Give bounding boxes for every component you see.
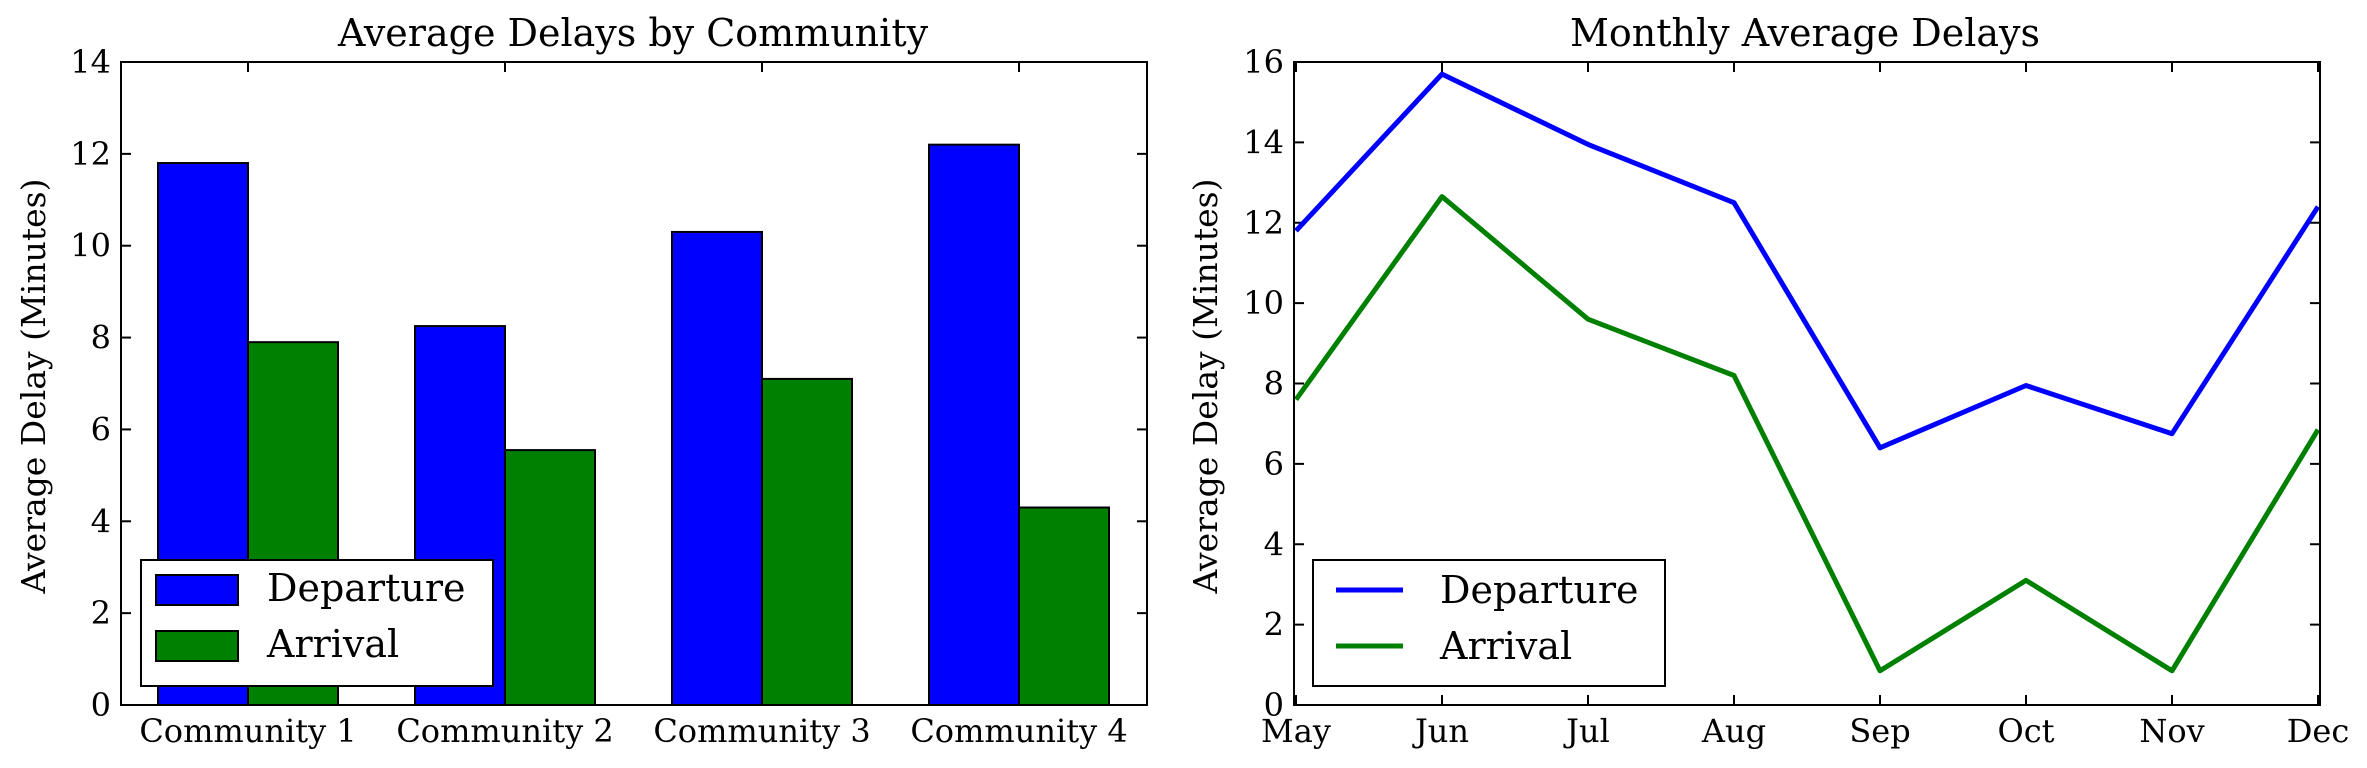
line-chart-frame (1293, 61, 2321, 706)
line-chart-xtick-label: May (1261, 712, 1331, 750)
line-chart-ytick-label: 16 (1243, 43, 1284, 81)
line-arrival (1293, 194, 2321, 674)
bar-departure-4 (928, 143, 1020, 706)
line-chart: Monthly Average Delays Average Delay (Mi… (1186, 11, 2349, 750)
line-chart-xtick-label: Jun (1412, 712, 1469, 750)
line-chart-legend-box (1312, 559, 1666, 687)
bar-chart-xtick-label: Community 4 (910, 712, 1127, 750)
line-chart-legend: Departure Arrival (1312, 559, 1666, 687)
bar-departure-3 (671, 230, 763, 707)
line-chart-legend-label-arrival: Arrival (1439, 624, 1572, 668)
line-chart-ytick-label: 0 (1264, 686, 1284, 724)
line-chart-ytick-label: 10 (1243, 284, 1284, 322)
line-chart-ytick-label: 4 (1264, 525, 1284, 563)
bar-chart-ytick-label: 10 (70, 227, 111, 265)
bar-chart-legend-swatch-arrival (155, 630, 239, 662)
line-chart-ytick-label: 8 (1264, 365, 1284, 403)
line-chart-xtick-label: Nov (2139, 712, 2204, 750)
bar-arrival-3 (761, 377, 853, 706)
line-chart-xtick-label: Sep (1849, 712, 1910, 750)
bar-chart-ylabel: Average Delay (Minutes) (14, 179, 53, 595)
line-chart-plot-area: 0 2 4 6 8 10 12 14 16 May Jun Jul Aug Sep Oct Nov Dec (1243, 43, 2349, 750)
bar-arrival-2 (504, 449, 596, 706)
bar-chart-ytick-label: 8 (91, 319, 111, 357)
bar-chart-xtick-label: Community 2 (396, 712, 613, 750)
line-chart-ytick-label: 6 (1264, 445, 1284, 483)
bar-chart-legend-swatch-departure (155, 574, 239, 606)
line-chart-title: Monthly Average Delays (1570, 11, 2040, 55)
line-chart-xtick-label: Oct (1997, 712, 2054, 750)
bar-chart-frame (120, 61, 1148, 706)
bar-chart-ytick-label: 4 (91, 502, 111, 540)
bar-arrival-4 (1018, 506, 1110, 706)
bar-chart-legend-label-departure: Departure (267, 566, 466, 610)
bar-chart-xtick-label: Community 1 (139, 712, 356, 750)
bar-chart-ytick-label: 12 (70, 135, 111, 173)
bar-chart-plot-area: 0 2 4 6 8 10 12 14 Community 1 Community 2 Communi… (70, 43, 1147, 750)
bar-chart-xtick-label: Community 3 (653, 712, 870, 750)
line-chart-legend-label-departure: Departure (1440, 568, 1639, 612)
line-departure (1294, 71, 2321, 451)
bar-chart-ytick-label: 6 (91, 410, 111, 448)
line-chart-xtick-label: Dec (2287, 712, 2350, 750)
bar-chart-ytick-label: 2 (91, 594, 111, 632)
bar-chart: Average Delays by Community Average Dela… (14, 11, 1148, 750)
bar-chart-title: Average Delays by Community (337, 11, 929, 55)
bar-chart-ytick-label: 14 (70, 43, 111, 81)
line-chart-ytick-label: 2 (1264, 606, 1284, 644)
line-chart-ylabel: Average Delay (Minutes) (1186, 179, 1225, 595)
line-chart-xtick-label: Jul (1563, 712, 1610, 750)
bar-chart-legend-label-arrival: Arrival (266, 622, 399, 666)
line-chart-ytick-label: 14 (1243, 123, 1284, 161)
line-chart-xtick-label: Aug (1701, 712, 1766, 750)
bar-chart-ytick-label: 0 (91, 686, 111, 724)
bar-chart-legend: Departure Arrival (140, 559, 494, 687)
line-chart-ytick-label: 12 (1243, 204, 1284, 242)
